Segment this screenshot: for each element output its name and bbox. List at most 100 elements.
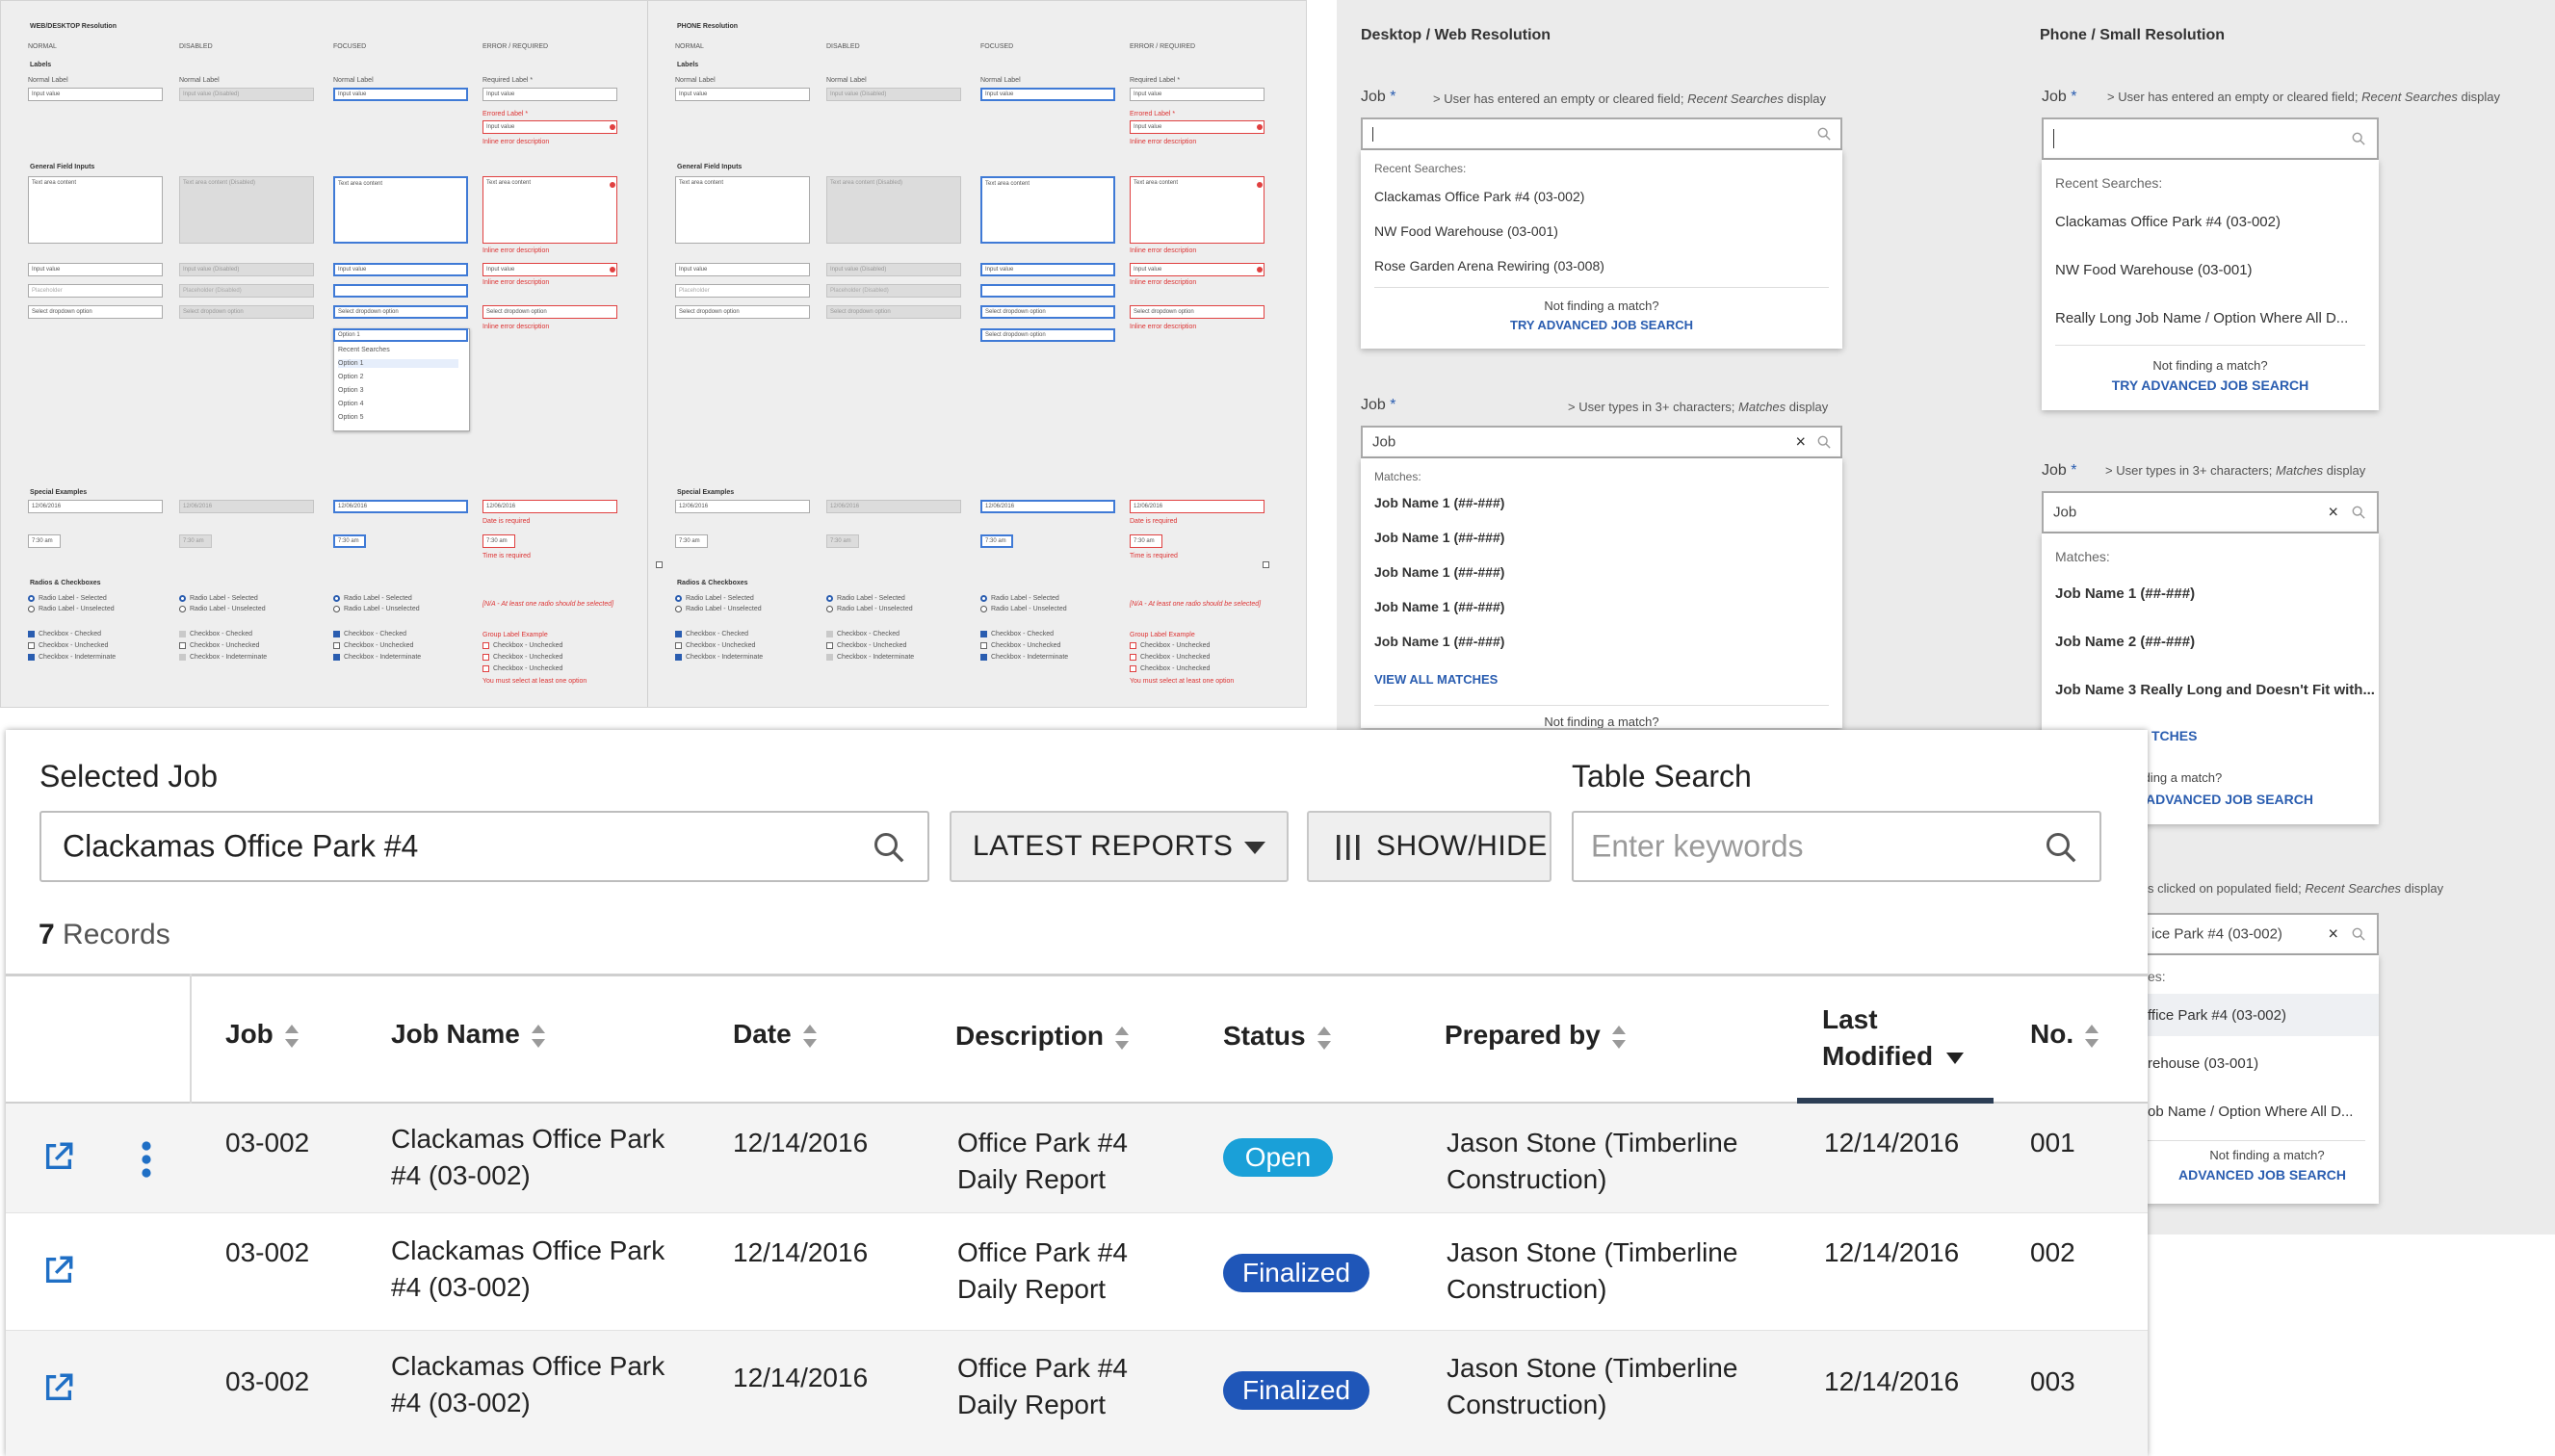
dropdown-option[interactable]: Option 1 — [338, 359, 458, 368]
date-input[interactable]: 12/06/2016 — [333, 500, 468, 513]
match-option[interactable]: Job Name 1 (##-###) — [1374, 495, 1505, 510]
checkbox-error[interactable] — [1130, 654, 1136, 661]
clear-icon[interactable]: × — [2328, 923, 2338, 944]
checkbox-indeterminate[interactable] — [980, 654, 987, 661]
checkbox-error[interactable] — [482, 642, 489, 649]
advanced-search-link[interactable]: ADVANCED JOB SEARCH — [2146, 792, 2313, 807]
col-header-last-modified[interactable]: Last Modified — [1822, 1001, 1965, 1075]
checkbox-unchecked[interactable] — [333, 642, 340, 649]
textarea[interactable]: Text area content — [333, 176, 468, 244]
text-input[interactable]: Input value — [675, 263, 810, 276]
latest-reports-dropdown[interactable]: LATEST REPORTS — [950, 811, 1289, 882]
error-input[interactable]: Input value — [1130, 120, 1264, 134]
recent-option[interactable]: NW Food Warehouse (03-001) — [1374, 223, 1558, 239]
advanced-search-link[interactable]: TRY ADVANCED JOB SEARCH — [2111, 377, 2309, 393]
dropdown-select[interactable]: Select dropdown option — [482, 305, 617, 319]
match-option[interactable]: Job Name 1 (##-###) — [1374, 530, 1505, 545]
date-input[interactable]: 12/06/2016 — [28, 500, 163, 513]
text-input[interactable]: Input value — [28, 88, 163, 101]
job-search-input-typed[interactable]: Job × — [1361, 426, 1842, 458]
job-search-input-empty-phone[interactable] — [2042, 117, 2379, 160]
text-input[interactable]: Input value — [482, 88, 617, 101]
col-header-status[interactable]: Status — [1223, 1021, 1331, 1052]
col-header-description[interactable]: Description — [955, 1021, 1130, 1052]
checkbox-unchecked[interactable] — [980, 642, 987, 649]
textarea[interactable]: Text area content — [980, 176, 1115, 244]
checkbox-unchecked[interactable] — [656, 561, 663, 568]
advanced-search-link[interactable]: TRY ADVANCED JOB SEARCH — [1510, 318, 1693, 332]
match-option[interactable]: Job Name 1 (##-###) — [2055, 585, 2196, 602]
view-all-matches-link[interactable]: VIEW ALL MATCHES — [1374, 672, 1499, 687]
checkbox-checked[interactable] — [28, 631, 35, 637]
text-input[interactable]: Input value — [1130, 263, 1264, 276]
job-search-input-typed-phone[interactable]: Job × — [2042, 491, 2379, 533]
col-header-job[interactable]: Job — [225, 1019, 299, 1050]
text-input[interactable]: Input value — [980, 263, 1115, 276]
show-hide-button[interactable]: SHOW/HIDE — [1307, 811, 1551, 882]
textarea[interactable]: Text area content — [1130, 176, 1264, 244]
date-input[interactable]: 12/06/2016 — [980, 500, 1115, 513]
date-input[interactable]: 12/06/2016 — [675, 500, 810, 513]
checkbox-error[interactable] — [1130, 642, 1136, 649]
text-input[interactable]: Input value — [333, 263, 468, 276]
checkbox-error[interactable] — [482, 665, 489, 672]
dropdown-option[interactable]: Option 5 — [338, 414, 364, 421]
time-input[interactable]: 7:30 am — [482, 534, 515, 548]
match-option[interactable]: Job Name 1 (##-###) — [1374, 634, 1505, 649]
dropdown-option[interactable]: Option 2 — [338, 374, 364, 380]
date-input[interactable]: 12/06/2016 — [1130, 500, 1264, 513]
kebab-icon[interactable] — [141, 1140, 152, 1179]
checkbox-checked[interactable] — [333, 631, 340, 637]
text-input[interactable]: Input value — [28, 263, 163, 276]
external-link-icon[interactable] — [42, 1254, 75, 1287]
recent-option[interactable]: ob Name / Option Where All D... — [2148, 1104, 2354, 1120]
dropdown-select[interactable]: Select dropdown option — [28, 305, 163, 319]
time-input[interactable]: 7:30 am — [333, 534, 366, 548]
radio-selected[interactable] — [675, 595, 682, 602]
text-input[interactable]: Input value — [482, 263, 617, 276]
search-icon[interactable] — [2044, 830, 2078, 865]
dropdown-option[interactable]: Option 3 — [338, 387, 364, 394]
col-header-no[interactable]: No. — [2030, 1019, 2099, 1050]
textarea[interactable]: Text area content — [482, 176, 617, 244]
advanced-search-link[interactable]: ADVANCED JOB SEARCH — [2178, 1167, 2346, 1183]
date-input[interactable]: 12/06/2016 — [482, 500, 617, 513]
placeholder-input[interactable]: Placeholder — [675, 284, 810, 298]
checkbox-indeterminate[interactable] — [675, 654, 682, 661]
time-input[interactable]: 7:30 am — [28, 534, 61, 548]
dropdown-select[interactable]: Select dropdown option — [675, 305, 810, 319]
recent-option[interactable]: Clackamas Office Park #4 (03-002) — [1374, 189, 1585, 204]
text-input[interactable]: Input value — [980, 88, 1115, 101]
job-search-input-populated-phone[interactable]: ice Park #4 (03-002) × — [2146, 913, 2379, 955]
col-header-prepared-by[interactable]: Prepared by — [1445, 1020, 1626, 1051]
recent-option[interactable]: ffice Park #4 (03-002) — [2148, 1007, 2286, 1024]
checkbox-indeterminate[interactable] — [28, 654, 35, 661]
table-row[interactable]: 03-002 Clackamas Office Park #4 (03-002) … — [6, 1213, 2148, 1331]
col-header-date[interactable]: Date — [733, 1019, 817, 1050]
time-input[interactable]: 7:30 am — [675, 534, 708, 548]
radio-unselected[interactable] — [980, 606, 987, 612]
job-search-input-empty[interactable] — [1361, 117, 1842, 150]
dropdown-select[interactable]: Select dropdown option — [980, 305, 1115, 319]
textarea[interactable]: Text area content — [675, 176, 810, 244]
clear-icon[interactable]: × — [1795, 431, 1806, 452]
textarea[interactable]: Text area content — [28, 176, 163, 244]
checkbox-unchecked[interactable] — [28, 642, 35, 649]
table-search-input[interactable]: Enter keywords — [1572, 811, 2101, 882]
match-option[interactable]: Job Name 3 Really Long and Doesn't Fit w… — [2055, 682, 2375, 698]
radio-unselected[interactable] — [675, 606, 682, 612]
time-input[interactable]: 7:30 am — [980, 534, 1013, 548]
external-link-icon[interactable] — [42, 1140, 75, 1173]
external-link-icon[interactable] — [42, 1371, 75, 1404]
table-row[interactable]: 03-002 Clackamas Office Park #4 (03-002) … — [6, 1331, 2148, 1456]
match-option[interactable]: Job Name 2 (##-###) — [2055, 634, 2196, 650]
col-header-job-name[interactable]: Job Name — [391, 1019, 545, 1050]
radio-selected[interactable] — [333, 595, 340, 602]
text-input[interactable]: Input value — [1130, 88, 1264, 101]
error-input[interactable]: Input value — [482, 120, 617, 134]
recent-option[interactable]: Really Long Job Name / Option Where All … — [2055, 310, 2349, 326]
time-input[interactable]: 7:30 am — [1130, 534, 1162, 548]
recent-option[interactable]: Clackamas Office Park #4 (03-002) — [2055, 214, 2281, 230]
search-icon[interactable] — [872, 830, 906, 865]
view-all-matches-link[interactable]: TCHES — [2151, 728, 2198, 743]
